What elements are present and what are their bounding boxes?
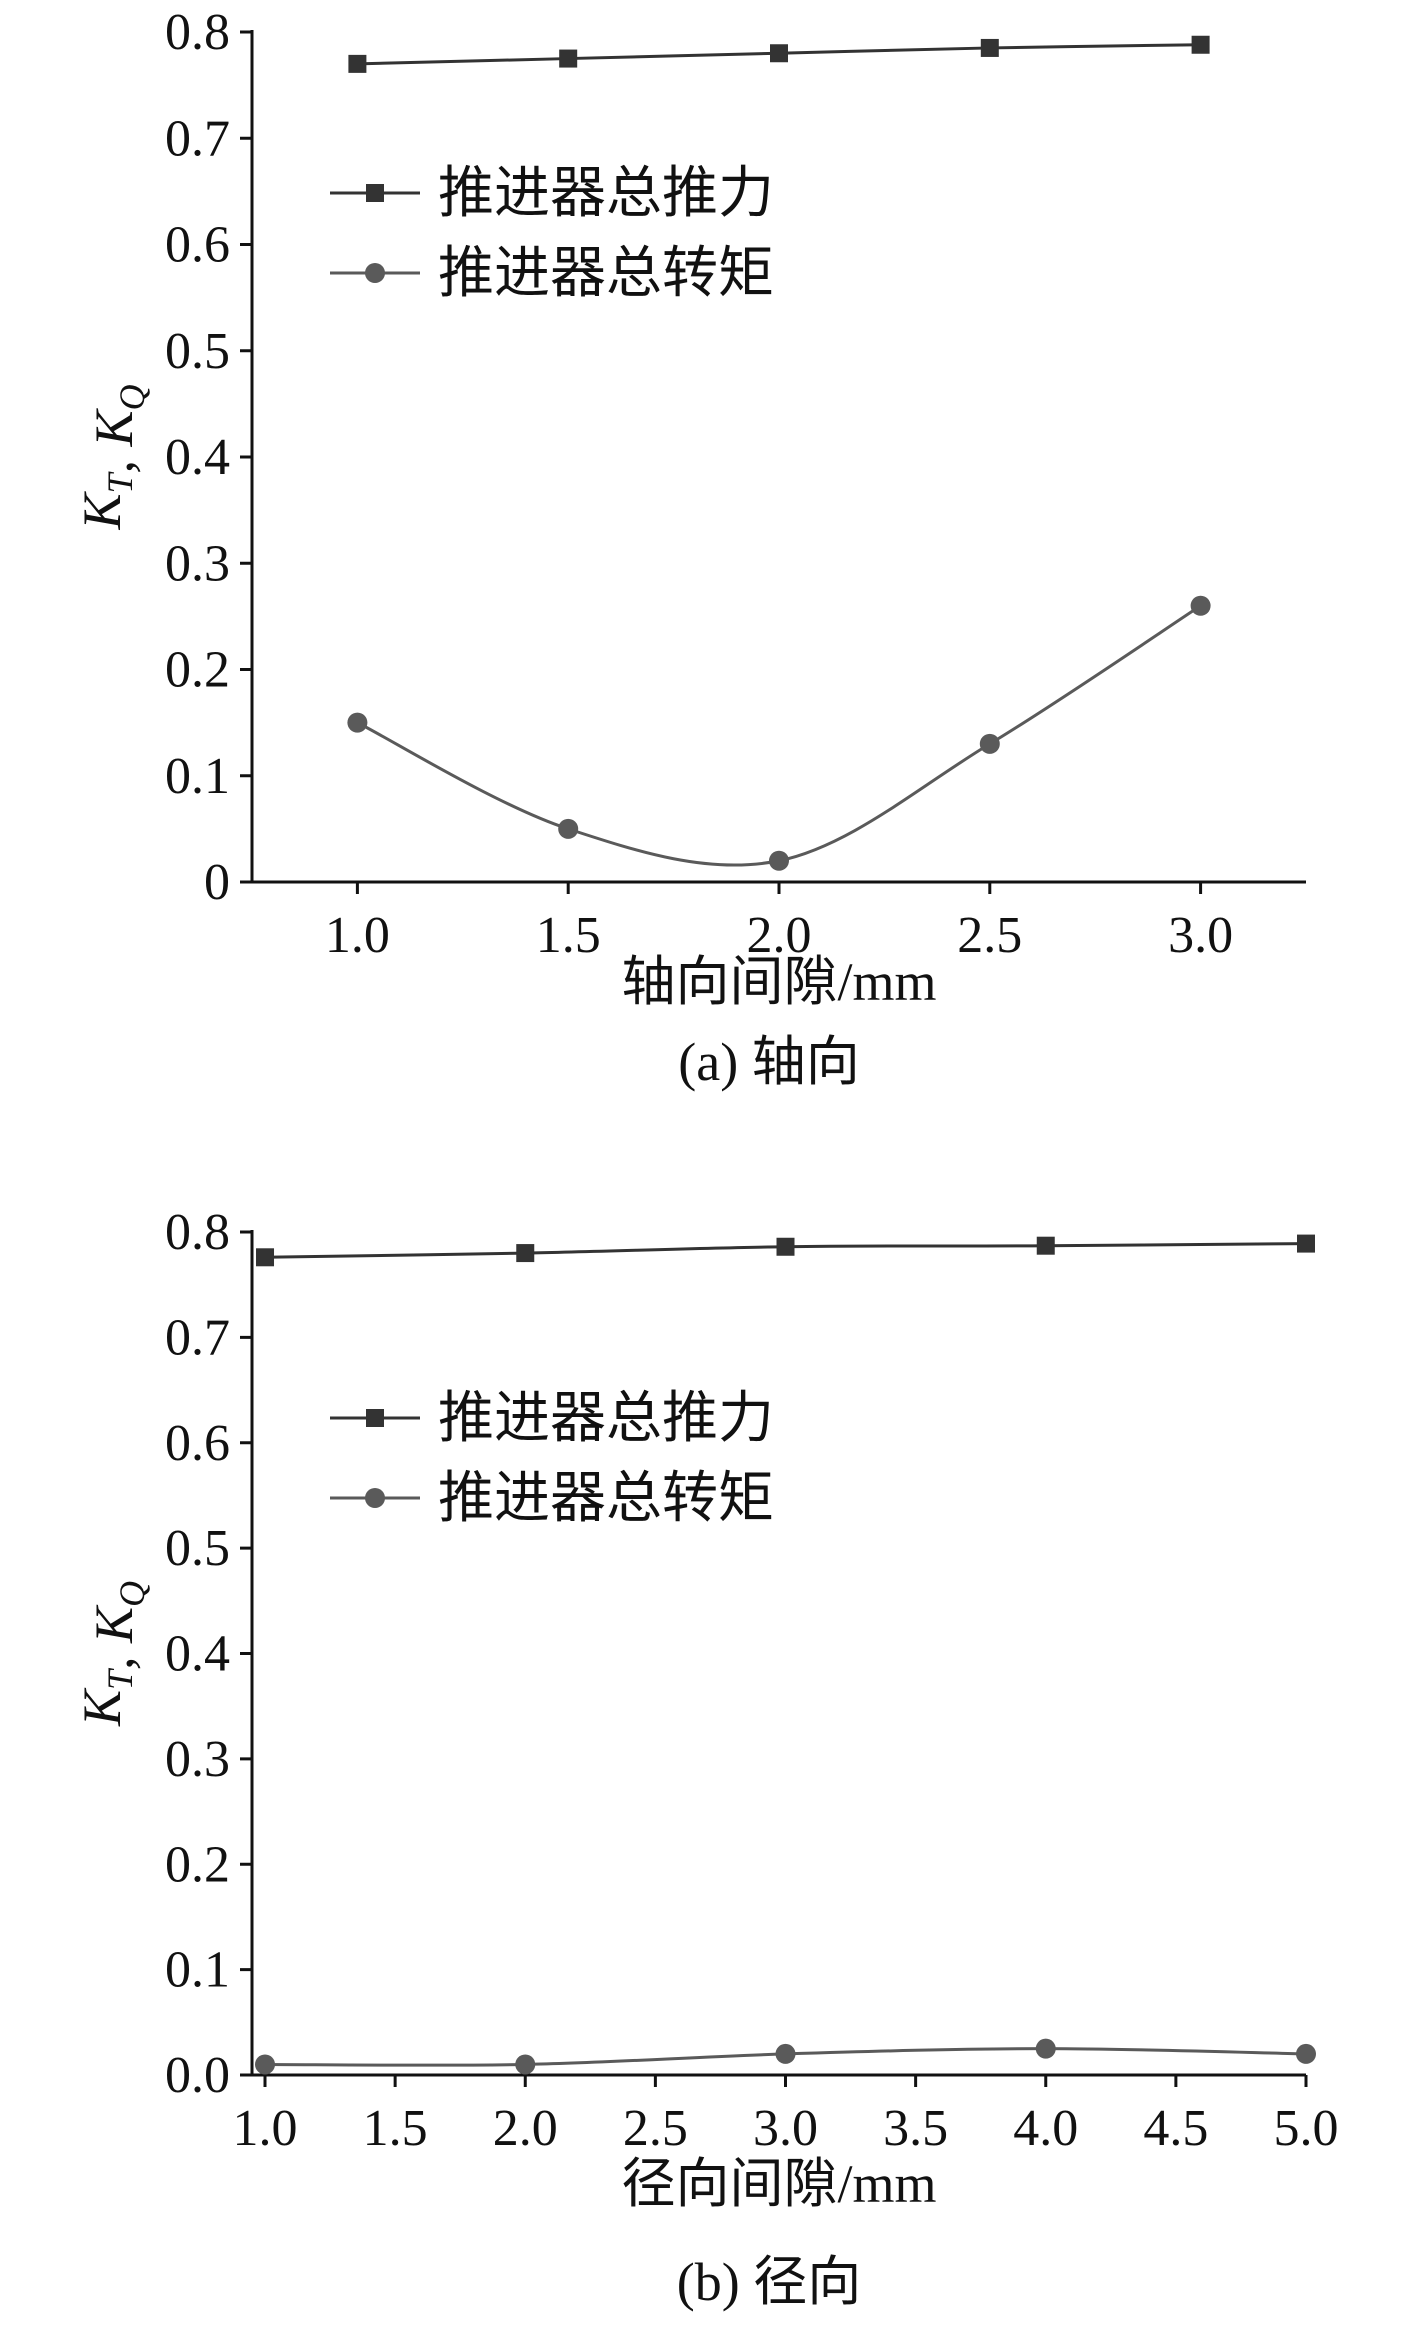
y-tick-label: 0.6 [165,1415,230,1472]
x-tick-label: 2.5 [957,907,1022,964]
series-0-point [516,1244,535,1263]
x-tick-label: 2.0 [747,907,812,964]
x-axis-title: 径向间隙/mm [621,2154,936,2214]
x-tick-label: 3.5 [883,2100,948,2157]
y-tick-label: 0.4 [165,429,230,486]
x-tick-label: 1.0 [325,907,390,964]
series-0-point [559,49,578,68]
x-tick-label: 1.0 [233,2100,298,2157]
y-axis-title-subscript: Q [112,384,152,410]
chart-panel-a: 0 0.1 0.2 0.3 0.4 0.5 0.6 0.7 0.8 1.0 1.5 2.0 2.5 3.0… [72,4,1306,1092]
series-0-point [256,1248,275,1267]
series-0-point [770,44,788,63]
y-tick-label: 0.6 [165,217,230,274]
x-tick-label: 2.5 [623,2100,688,2157]
y-tick-label: 0.2 [165,1836,230,1893]
legend-marker-0 [366,184,384,202]
y-tick-label: 0 [204,854,230,911]
x-tick-label: 3.0 [1168,907,1233,964]
y-tick-label: 0.5 [165,323,230,380]
y-axis-title: KT, KQ [72,384,152,530]
y-tick-label: 0.4 [165,1626,230,1683]
series-1-point [1035,2038,1056,2059]
x-tick-label: 4.0 [1013,2100,1078,2157]
y-axis-title-part: K [72,491,132,531]
series-0-point [1036,1236,1055,1255]
series-1-point [979,733,1000,754]
legend-label-0: 推进器总推力 [438,1388,774,1450]
x-tick-label: 1.5 [363,2100,428,2157]
y-axis-title-subscript: T [100,1667,140,1690]
y-tick-label: 0.8 [165,4,230,61]
series-1-point [1190,595,1211,616]
panel-caption: (a) 轴向 [678,1032,859,1092]
y-tick-label: 0.3 [165,1731,230,1788]
x-tick-label: 5.0 [1274,2100,1339,2157]
legend-marker-0 [366,1409,384,1427]
series-1-point [255,2054,276,2075]
y-axis-title-subscript: T [100,471,140,494]
series-1-point [515,2054,536,2075]
legend-marker-1 [365,1488,385,1508]
series-0-point [348,54,367,73]
series-0-point [980,38,999,57]
x-tick-label: 2.0 [493,2100,558,2157]
y-axis-title-subscript: Q [112,1581,152,1607]
y-tick-label: 0.0 [165,2047,230,2104]
y-axis-title: KT, KQ [72,1581,152,1727]
y-tick-label: 0.8 [165,1204,230,1261]
legend-label-1: 推进器总转矩 [438,1468,774,1530]
series-1-point [1296,2043,1316,2064]
series-0-point [776,1237,795,1256]
chart-panel-b: 0.0 0.1 0.2 0.3 0.4 0.5 0.6 0.7 0.8 1.0 1.5 2.0 2.5 3… [72,1204,1339,2312]
series-0-point [1297,1234,1315,1253]
y-tick-label: 0.1 [165,748,230,805]
legend-label-0: 推进器总推力 [438,163,774,225]
legend-marker-1 [365,263,385,283]
y-tick-label: 0.5 [165,1520,230,1577]
series-1-point [558,818,579,839]
panel-caption: (b) 径向 [677,2252,861,2312]
x-axis-title: 轴向间隙/mm [621,952,936,1012]
series-0-point [1191,35,1210,54]
y-axis-title-part: K [72,1687,132,1727]
y-tick-label: 0.1 [165,1942,230,1999]
y-tick-label: 0.2 [165,642,230,699]
x-tick-label: 1.5 [536,907,601,964]
series-1-point [769,850,789,871]
y-axis-title-part: , K [84,407,144,473]
y-tick-label: 0.7 [165,110,230,167]
series-1-point [775,2043,796,2064]
legend-label-1: 推进器总转矩 [438,243,774,305]
series-1-point [347,712,368,733]
y-tick-label: 0.7 [165,1309,230,1366]
series-line-1 [356,604,1202,867]
y-axis-title-part: , K [84,1604,144,1670]
x-tick-label: 4.5 [1143,2100,1208,2157]
x-tick-label: 3.0 [753,2100,818,2157]
y-tick-label: 0.3 [165,535,230,592]
